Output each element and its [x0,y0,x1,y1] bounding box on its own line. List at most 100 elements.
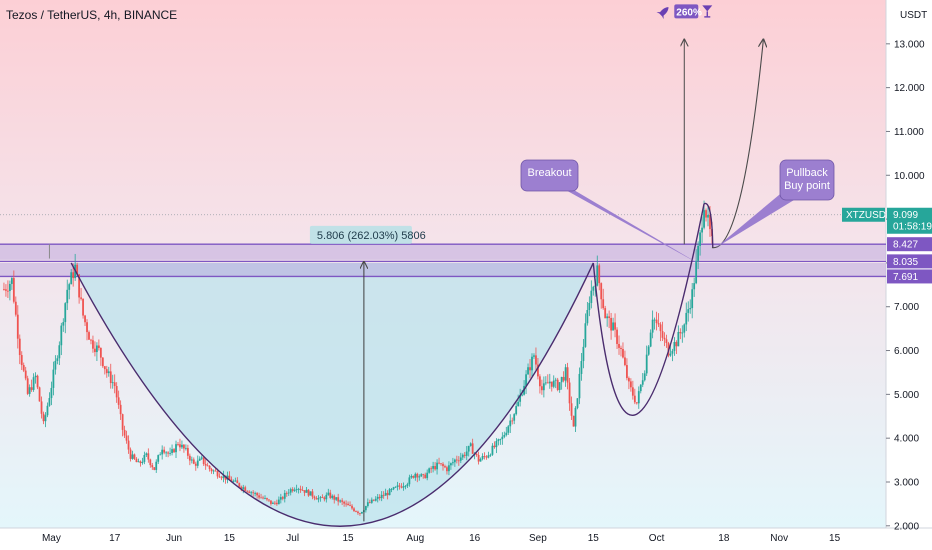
candle-body [208,465,211,470]
time-tick-label: Oct [649,533,665,544]
candle-body [131,454,134,459]
candle-body [457,460,460,462]
handle-curve [592,203,705,416]
candle-body [111,382,114,384]
candle-body [281,497,284,499]
candle-body [34,375,37,378]
candle-body [533,355,535,357]
candle-body [503,435,506,437]
candle-body [52,369,55,388]
candle-body [293,489,296,491]
candle-body [574,407,577,427]
candle-body [485,456,488,458]
cup-curve [70,262,594,527]
candle-body [22,365,25,371]
time-tick-label: May [42,533,61,544]
candle-body [46,405,49,416]
candle-body [463,454,466,456]
candle-body [353,508,355,512]
candle-body [507,426,510,433]
candle-body [64,303,67,323]
candle-body [179,444,181,448]
candle-body [325,494,328,500]
time-tick-label: 15 [224,533,236,544]
candle-body [386,492,389,496]
candle-body [366,502,369,507]
candle-body [693,283,696,290]
candle-body [92,340,94,349]
price-tick-label: 6.000 [894,346,919,357]
projection-arrows: 260% [656,4,763,249]
candle-body [109,371,112,384]
candle-body [479,459,482,462]
target-badge [674,4,699,19]
measure-label-box [309,225,412,244]
candle-body [661,331,664,338]
candle-body [608,316,611,318]
candle-body [446,467,448,472]
candle-body [220,477,223,479]
candle-body [701,227,703,233]
candle-body [30,387,33,390]
candle-body [588,302,591,311]
candle-body [301,490,304,491]
candle-body [234,480,237,482]
candle-body [645,354,648,374]
price-tick-label: 3.000 [894,477,919,488]
candle-body [378,496,381,499]
level-tag-3 [887,269,932,284]
candle-body [539,376,541,387]
candle-body [629,381,632,388]
candle-body [459,457,462,461]
candle-body [216,471,219,477]
candle-body [119,404,122,415]
candle-body [169,452,171,454]
price-tick-label: 7.000 [894,302,919,313]
candle-body [404,486,407,487]
candle-body [566,367,569,383]
candle-body [596,265,599,286]
candle-body [167,452,170,454]
candle-body [602,299,605,309]
candle-body [406,484,409,487]
candle-body [24,370,27,379]
candle-body [14,301,17,315]
time-axis[interactable]: May 17 Jun 15 Jul 15 Aug 16 Sep 15 Oct 18 Nov 15 [42,533,841,544]
candle-body [76,264,79,275]
candle-body [384,492,387,496]
candle-body [576,398,579,408]
candle-body [240,486,243,489]
resistance-zones [0,214,886,278]
candle-body [319,497,322,499]
candle-body [370,499,373,503]
candle-body [190,459,193,461]
candle-body [527,367,529,375]
candle-body [392,487,395,490]
candle-body [643,373,646,381]
candle-body [695,260,698,284]
candle-body [121,414,124,430]
candle-body [313,496,316,499]
candle-body [450,463,452,466]
candle-body [598,265,601,284]
last-price-label: 9.099 [893,210,918,221]
level-tag-label-1: 8.427 [893,240,918,251]
candle-body [455,459,458,461]
candle-body [258,495,260,498]
level-tag-1 [887,237,932,252]
price-range-measure[interactable]: 5.806 (262.03%) 5806 [309,225,426,522]
cocktail-glass-icon [702,5,713,18]
candle-body [513,414,516,421]
candle-body [244,487,247,491]
candle-body [323,497,326,500]
candle-body [175,444,177,453]
candle-body [651,319,654,333]
candle-body [529,367,531,371]
candle-body [438,462,440,464]
candle-body [26,378,29,394]
candle-body [12,278,15,302]
candle-body [275,502,278,505]
candle-body [705,210,707,218]
